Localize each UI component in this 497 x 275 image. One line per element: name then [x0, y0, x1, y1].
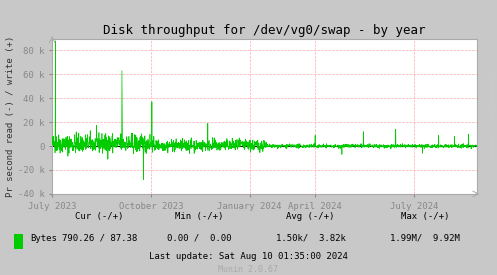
Text: 790.26 / 87.38: 790.26 / 87.38 [62, 234, 137, 243]
Text: Munin 2.0.67: Munin 2.0.67 [219, 265, 278, 274]
Text: 1.50k/  3.82k: 1.50k/ 3.82k [276, 234, 345, 243]
Text: 0.00 /  0.00: 0.00 / 0.00 [166, 234, 231, 243]
Title: Disk throughput for /dev/vg0/swap - by year: Disk throughput for /dev/vg0/swap - by y… [103, 24, 426, 37]
Text: 1.99M/  9.92M: 1.99M/ 9.92M [390, 234, 460, 243]
Y-axis label: Pr second read (-) / write (+): Pr second read (-) / write (+) [6, 35, 15, 197]
Text: Min (-/+): Min (-/+) [174, 212, 223, 221]
Text: Cur (-/+): Cur (-/+) [75, 212, 124, 221]
Text: Avg (-/+): Avg (-/+) [286, 212, 335, 221]
Text: Bytes: Bytes [30, 234, 57, 243]
Text: Max (-/+): Max (-/+) [401, 212, 449, 221]
Text: Last update: Sat Aug 10 01:35:00 2024: Last update: Sat Aug 10 01:35:00 2024 [149, 252, 348, 261]
Text: RRDTOOL / TOBI OETIKER: RRDTOOL / TOBI OETIKER [491, 74, 496, 157]
